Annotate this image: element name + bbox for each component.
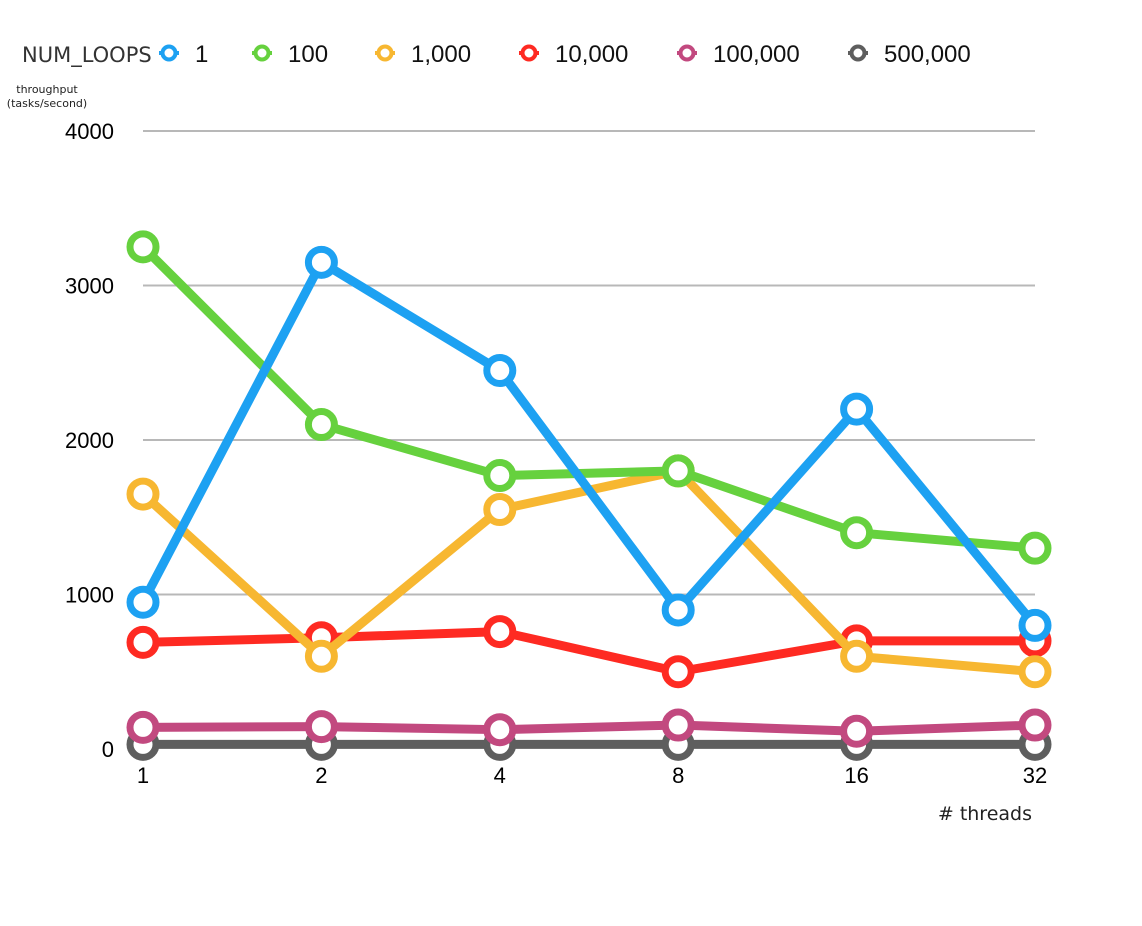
y-axis-ticks: 0 1000 2000 3000 4000 [65,119,114,762]
data-point [661,655,695,689]
series [126,708,1052,748]
data-point [126,585,160,619]
y-axis-label-line1: throughput [16,83,78,96]
data-point [304,408,338,442]
legend-swatch-marker [520,44,538,62]
y-tick-label: 0 [102,737,114,762]
x-axis-label: # threads [938,803,1032,825]
data-point [661,708,695,742]
data-point [1018,708,1052,742]
data-point [483,615,517,649]
y-tick-label: 1000 [65,583,114,608]
x-tick-label: 1 [137,763,149,788]
legend-item: 1,000 [375,41,471,68]
data-point [840,392,874,426]
legend-item: 1 [159,41,208,68]
series [126,615,1052,689]
gridlines [143,130,1035,596]
series-line [138,720,1040,736]
legend-swatch-marker [678,44,696,62]
data-point [304,245,338,279]
data-point [126,710,160,744]
series-line [138,627,1040,677]
y-axis-label: throughput (tasks/second) [7,83,87,110]
legend-swatch-marker [160,44,178,62]
data-point [840,516,874,550]
series-line [138,242,1040,553]
legend-swatch-marker [849,44,867,62]
legend-label: 500,000 [884,41,971,68]
x-tick-label: 16 [844,763,868,788]
legend-label: 1 [195,41,208,68]
data-point [661,454,695,488]
x-tick-label: 32 [1023,763,1047,788]
data-point [483,493,517,527]
series-group [126,230,1052,761]
data-point [1018,655,1052,689]
legend-swatch-marker [253,44,271,62]
data-point [304,639,338,673]
y-tick-label: 2000 [65,428,114,453]
legend-title: NUM_LOOPS [22,43,152,68]
legend-label: 1,000 [411,41,471,68]
x-tick-label: 8 [672,763,684,788]
data-point [661,593,695,627]
series [126,245,1052,642]
y-tick-label: 4000 [65,119,114,144]
data-point [840,714,874,748]
data-point [483,713,517,747]
data-point [126,625,160,659]
legend-swatch-marker [376,44,394,62]
series [126,727,1052,761]
legend-item: 100 [252,41,328,68]
legend-label: 100 [288,41,328,68]
legend: NUM_LOOPS 1 100 1,000 10,000 100,000 500,000 [22,41,971,68]
x-axis-ticks: 1 2 4 8 16 32 [137,763,1047,788]
data-point [126,477,160,511]
data-point [483,353,517,387]
legend-label: 100,000 [713,41,800,68]
y-axis-label-line2: (tasks/second) [7,97,87,110]
data-point [483,459,517,493]
series [126,230,1052,565]
x-tick-label: 4 [494,763,506,788]
data-point [304,710,338,744]
data-point [840,639,874,673]
legend-item: 100,000 [677,41,800,68]
data-point [1018,608,1052,642]
y-tick-label: 3000 [65,274,114,299]
data-point [1018,531,1052,565]
data-point [126,230,160,264]
legend-label: 10,000 [555,41,628,68]
series-line [138,257,1040,630]
legend-item: 500,000 [848,41,971,68]
legend-item: 10,000 [519,41,628,68]
x-tick-label: 2 [315,763,327,788]
